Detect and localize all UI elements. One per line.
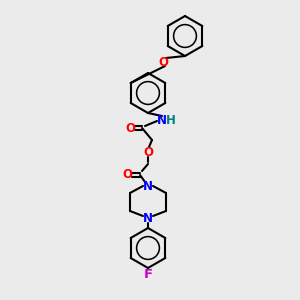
Text: H: H [166,115,176,128]
Text: N: N [143,212,153,224]
Text: O: O [122,169,132,182]
Text: N: N [157,115,167,128]
Text: O: O [158,56,168,68]
Text: F: F [143,268,153,281]
Text: O: O [143,146,153,158]
Text: N: N [143,179,153,193]
Text: O: O [125,122,135,134]
